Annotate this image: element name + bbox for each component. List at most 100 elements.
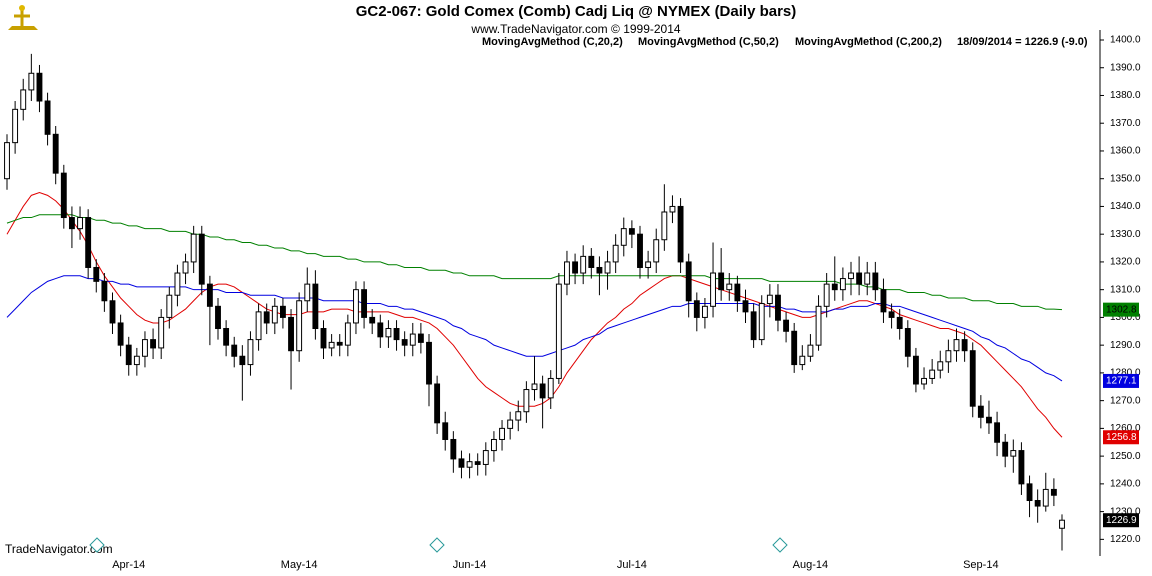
candle-body	[937, 361, 944, 371]
candle-body	[904, 328, 911, 357]
candle-body	[426, 341, 432, 385]
candle-body	[653, 239, 660, 263]
candle-body	[872, 272, 879, 291]
y-tick-label: 1290.0	[1110, 340, 1141, 351]
candle-body	[888, 311, 895, 318]
candle-body	[125, 344, 132, 366]
x-tick-label: Jun-14	[453, 559, 487, 571]
y-tick-label: 1260.0	[1110, 423, 1141, 434]
candle-body	[1002, 441, 1009, 457]
y-tick-label: 1320.0	[1110, 257, 1141, 268]
candle-body	[620, 228, 627, 246]
candle-body	[263, 311, 270, 324]
candle-body	[320, 328, 327, 349]
legend-entry: MovingAvgMethod (C,200,2)	[795, 36, 942, 48]
x-tick-label: Apr-14	[112, 559, 145, 571]
candle-body	[239, 355, 246, 366]
candle-body	[466, 461, 473, 468]
candle-body	[344, 322, 351, 346]
candle-body	[288, 316, 294, 352]
candle-body	[206, 283, 213, 307]
y-tick-label: 1300.0	[1110, 312, 1141, 323]
candle-body	[693, 300, 700, 318]
candle-body	[726, 283, 733, 291]
candle-body	[12, 108, 19, 144]
y-tick-label: 1220.0	[1110, 534, 1141, 545]
ma-last-value-box	[1103, 430, 1139, 445]
candle-body	[499, 427, 505, 440]
candle-body	[645, 261, 652, 268]
candle-body	[507, 419, 514, 429]
candle-body	[775, 294, 781, 321]
candle-body	[109, 300, 116, 324]
candle-body	[799, 355, 806, 366]
candle-body	[856, 272, 863, 285]
candle-body	[434, 383, 441, 424]
candle-body	[953, 339, 960, 352]
candle-body	[117, 322, 124, 346]
candle-body	[750, 311, 757, 341]
x-tick-label: May-14	[281, 559, 318, 571]
candle-body	[271, 305, 278, 324]
ma-last-value-box	[1103, 302, 1139, 317]
candle-body	[734, 283, 741, 302]
candle-body	[880, 289, 887, 313]
candle-body	[190, 233, 197, 263]
y-tick-label: 1340.0	[1110, 201, 1141, 212]
y-tick-label: 1360.0	[1110, 146, 1141, 157]
candle-body	[555, 283, 562, 379]
candle-body	[515, 411, 522, 421]
candle-body	[718, 272, 725, 291]
footer: TradeNavigator.com	[5, 542, 113, 556]
ma-last-value-label: 1256.8	[1106, 432, 1137, 443]
candle-body	[304, 283, 311, 302]
y-tick-label: 1230.0	[1110, 506, 1141, 517]
candle-body	[142, 339, 148, 357]
candle-body	[215, 305, 221, 330]
candle-body	[361, 289, 368, 318]
candle-body	[255, 311, 262, 341]
candle-body	[442, 422, 449, 440]
candle-body	[36, 72, 43, 102]
candle-body	[393, 328, 400, 341]
x-tick-label: Sep-14	[963, 559, 998, 571]
candle-body	[685, 261, 692, 302]
candle-body	[312, 283, 319, 330]
x-tick-label: Aug-14	[793, 559, 828, 571]
candle-body	[158, 316, 165, 349]
candle-body	[669, 205, 676, 213]
candle-body	[85, 217, 92, 268]
candle-body	[831, 283, 838, 291]
candle-body	[912, 355, 919, 385]
candle-body	[758, 303, 765, 341]
close-last-value-box	[1103, 513, 1139, 528]
candle-body	[539, 383, 546, 399]
legend-entry: MovingAvgMethod (C,50,2)	[638, 36, 779, 48]
candle-body	[815, 305, 822, 346]
candle-body	[945, 350, 952, 363]
candle-body	[839, 278, 846, 291]
candle-body	[150, 339, 157, 349]
candle-body	[166, 294, 173, 318]
candle-body	[710, 272, 716, 307]
candle-body	[1050, 488, 1057, 496]
ma-last-value-label: 1302.8	[1106, 304, 1137, 315]
candle-body	[60, 172, 67, 219]
candle-body	[458, 458, 465, 468]
y-tick-label: 1240.0	[1110, 479, 1141, 490]
y-tick-label: 1270.0	[1110, 395, 1141, 406]
candle-body	[823, 283, 830, 307]
candle-body	[93, 266, 100, 282]
candle-body	[1026, 483, 1033, 502]
logo	[8, 5, 38, 30]
candle-body	[1034, 500, 1041, 507]
candle-body	[547, 377, 554, 399]
candle-body	[328, 341, 335, 349]
candle-body	[628, 228, 635, 235]
candle-body	[1042, 488, 1049, 507]
y-tick-label: 1380.0	[1110, 90, 1141, 101]
subtitle: www.TradeNavigator.com © 1999-2014	[470, 22, 680, 36]
candle-body	[417, 333, 424, 343]
candles	[4, 53, 1065, 551]
